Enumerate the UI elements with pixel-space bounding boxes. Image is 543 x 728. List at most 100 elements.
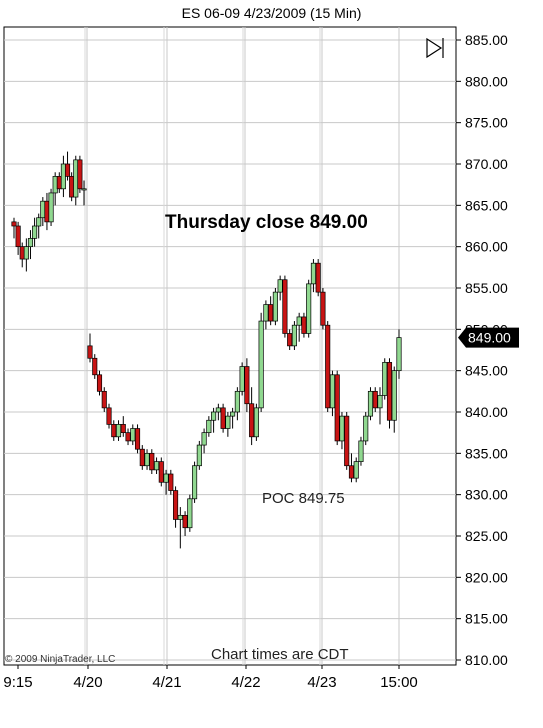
- candle-body: [48, 192, 54, 223]
- candle: [52, 172, 58, 206]
- candle-body: [386, 362, 393, 421]
- candle: [344, 412, 350, 470]
- candle-body: [244, 366, 250, 405]
- candle-body: [258, 320, 264, 409]
- y-tick-label: 875.00: [465, 115, 508, 131]
- candle-body: [163, 473, 169, 483]
- y-tick-label: 855.00: [465, 280, 508, 296]
- last-price-marker: 849.00: [458, 327, 519, 348]
- candle: [234, 387, 240, 421]
- plot-frame: [3, 26, 457, 666]
- candle-body: [230, 411, 236, 417]
- candle: [339, 412, 345, 450]
- candle: [372, 387, 378, 412]
- candle-body: [348, 465, 355, 479]
- candle-body: [144, 452, 150, 467]
- candle: [320, 288, 326, 330]
- x-axis: 9:15 4/20 4/21 4/22 4/23 15:00: [3, 665, 418, 691]
- candle: [27, 230, 34, 260]
- candle-body: [344, 415, 350, 467]
- candle: [382, 358, 388, 400]
- candle: [182, 511, 188, 536]
- chart-title: ES 06-09 4/23/2009 (15 Min): [181, 5, 362, 21]
- candle: [56, 172, 62, 193]
- candle: [64, 151, 71, 181]
- candle: [287, 329, 293, 350]
- candle: [15, 221, 21, 255]
- candle-body: [310, 262, 316, 285]
- candle-body: [115, 424, 122, 438]
- candle: [32, 217, 38, 247]
- y-tick-label: 810.00: [465, 652, 508, 668]
- candle-body: [220, 407, 226, 429]
- candle: [177, 507, 183, 549]
- candle: [158, 457, 164, 487]
- candle: [391, 366, 397, 433]
- candle-body: [377, 395, 383, 409]
- candle-body: [325, 324, 331, 409]
- candle-body: [15, 225, 21, 248]
- candle: [96, 370, 103, 396]
- candle-body: [201, 432, 207, 446]
- candle-body: [44, 200, 50, 223]
- candle: [106, 403, 112, 429]
- candle: [315, 259, 321, 297]
- candle: [130, 424, 136, 446]
- y-tick-label: 845.00: [465, 363, 508, 379]
- candle: [348, 453, 355, 483]
- candle-body: [106, 407, 112, 425]
- candle: [272, 288, 278, 326]
- candle-body: [268, 304, 274, 322]
- candle-body: [225, 415, 231, 429]
- candle: [225, 412, 231, 437]
- candle-body: [149, 452, 155, 471]
- candle-body: [87, 345, 93, 359]
- candle: [111, 420, 117, 441]
- candle: [377, 387, 383, 425]
- candle-body: [168, 473, 174, 491]
- candle: [301, 312, 307, 338]
- y-tick-label: 815.00: [465, 611, 508, 627]
- x-tick-label: 4/23: [307, 674, 336, 691]
- y-tick-label: 880.00: [465, 73, 508, 89]
- candle-body: [56, 176, 62, 190]
- candle-body: [81, 188, 87, 191]
- candle-body: [277, 279, 283, 293]
- x-tick-label: 4/20: [73, 674, 102, 691]
- candle-body: [291, 324, 297, 347]
- x-tick-label: 4/22: [231, 674, 260, 691]
- candle-body: [19, 246, 25, 260]
- candle-body: [192, 465, 198, 500]
- candle-body: [234, 390, 240, 413]
- y-tick-label: 885.00: [465, 32, 508, 48]
- candle: [253, 403, 259, 441]
- candle: [115, 420, 122, 441]
- scroll-to-end-icon[interactable]: [426, 37, 444, 59]
- candle: [92, 354, 98, 379]
- candle: [230, 407, 236, 429]
- candle: [87, 333, 93, 363]
- candle-body: [363, 415, 369, 442]
- candle-body: [32, 225, 38, 239]
- candle-body: [134, 428, 141, 450]
- candle-body: [158, 461, 164, 483]
- candle: [144, 449, 150, 470]
- candle: [258, 312, 264, 412]
- candle: [334, 370, 340, 446]
- y-tick-label: 840.00: [465, 404, 508, 420]
- candle-body: [125, 432, 131, 442]
- candle: [163, 469, 169, 495]
- candle: [11, 217, 17, 239]
- candle: [363, 412, 369, 446]
- candle-body: [177, 514, 183, 520]
- candle: [201, 428, 207, 454]
- candle: [396, 329, 402, 379]
- candle-body: [101, 390, 107, 409]
- y-tick-label: 820.00: [465, 569, 508, 585]
- candle-body: [339, 415, 345, 442]
- copyright-notice: © 2009 NinjaTrader, LLC: [5, 654, 116, 665]
- y-axis: 885.00 880.00 875.00 870.00 865.00 860.00 855.…: [456, 32, 508, 668]
- x-tick-label: 15:00: [380, 674, 418, 691]
- candle-body: [367, 390, 374, 417]
